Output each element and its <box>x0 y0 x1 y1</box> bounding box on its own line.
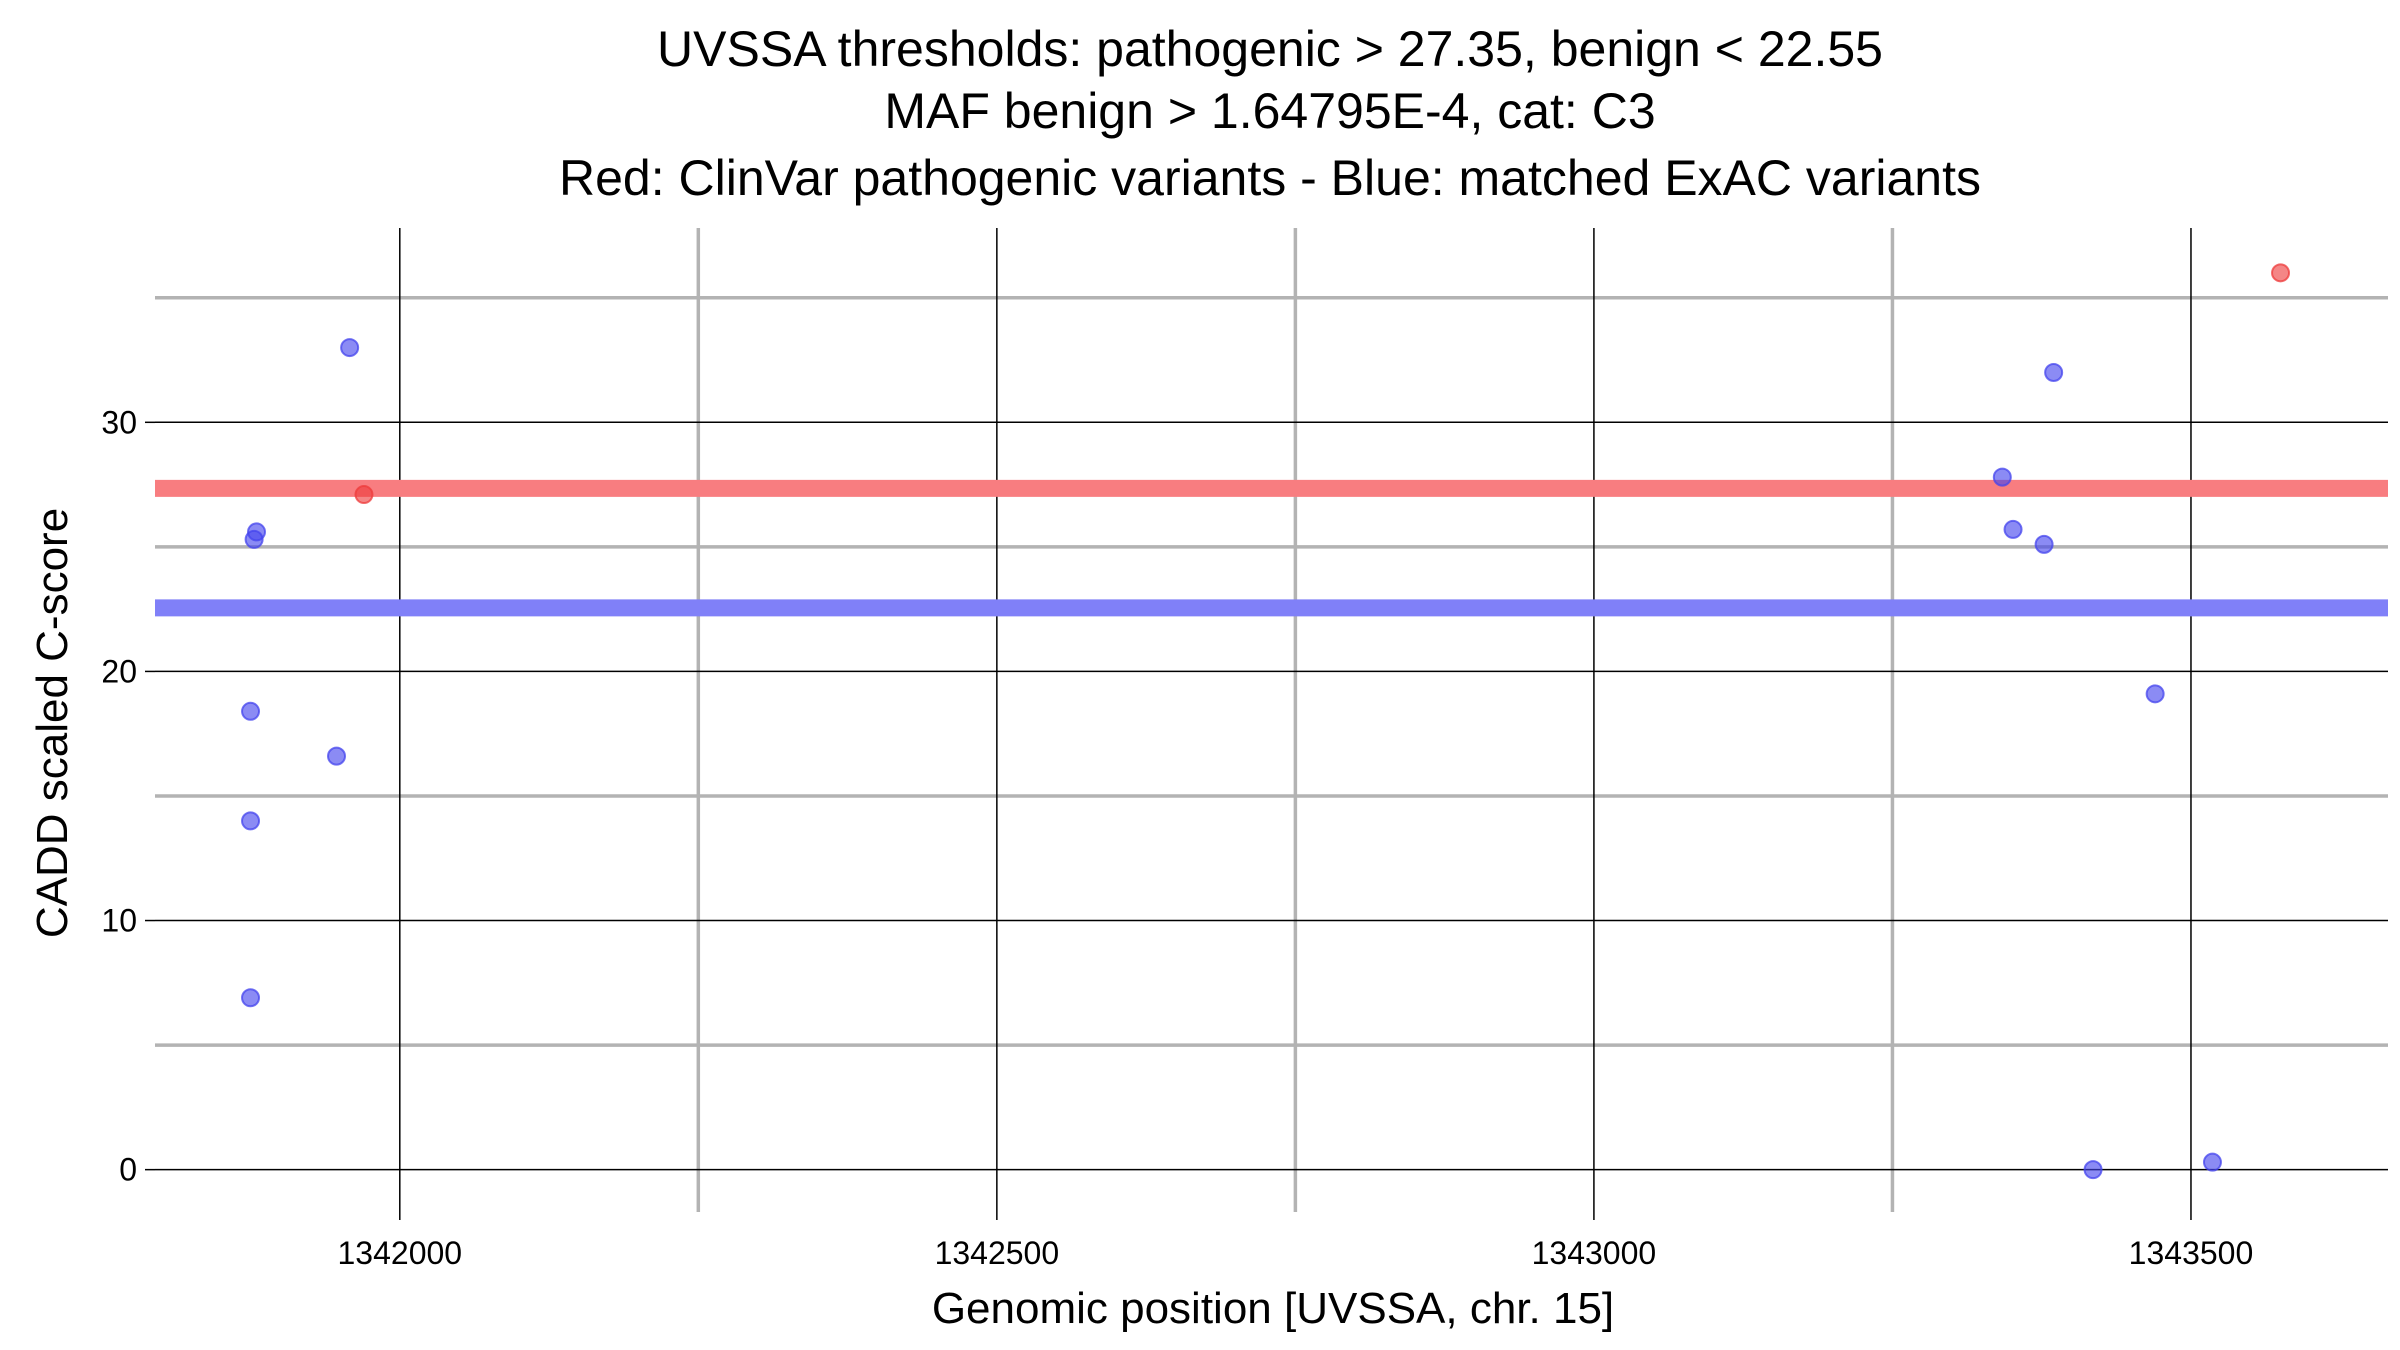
pathogenic-point <box>2271 263 2291 283</box>
benign-point <box>244 529 264 549</box>
benign-point <box>2083 1160 2103 1180</box>
benign-point <box>2202 1152 2222 1172</box>
benign-point <box>1992 467 2012 487</box>
x-axis-label: Genomic position [UVSSA, chr. 15] <box>932 1284 1614 1333</box>
chart-title: UVSSA thresholds: pathogenic > 27.35, be… <box>559 21 1981 206</box>
benign-point <box>2003 519 2023 539</box>
y-tick-label: 30 <box>101 404 137 440</box>
grid <box>155 228 2388 1212</box>
x-tick-label: 1343000 <box>1532 1235 1657 1271</box>
x-tick-label: 1342500 <box>935 1235 1060 1271</box>
benign-point <box>241 811 261 831</box>
y-tick-label: 0 <box>119 1152 137 1188</box>
benign-point <box>2044 362 2064 382</box>
benign-point <box>241 988 261 1008</box>
benign-point <box>241 701 261 721</box>
benign-point <box>327 746 347 766</box>
threshold-lines <box>155 479 2388 617</box>
y-axis-ticks: 0 10 20 30 <box>101 404 155 1188</box>
benign-point <box>2034 534 2054 554</box>
benign-point <box>340 338 360 358</box>
y-axis-label: CADD scaled C-score <box>28 508 77 938</box>
x-tick-label: 1342000 <box>338 1235 463 1271</box>
benign-point <box>2145 684 2165 704</box>
y-tick-label: 10 <box>101 903 137 939</box>
x-tick-label: 1343500 <box>2129 1235 2254 1271</box>
title-line-3: Red: ClinVar pathogenic variants - Blue:… <box>559 150 1981 206</box>
y-tick-label: 20 <box>101 653 137 689</box>
x-axis-ticks: 1342000 1342500 1343000 1343500 <box>338 1212 2254 1271</box>
title-line-2: MAF benign > 1.64795E-4, cat: C3 <box>884 83 1655 139</box>
title-line-1: UVSSA thresholds: pathogenic > 27.35, be… <box>657 21 1883 77</box>
pathogenic-point <box>354 485 374 505</box>
data-points <box>241 263 2291 1180</box>
